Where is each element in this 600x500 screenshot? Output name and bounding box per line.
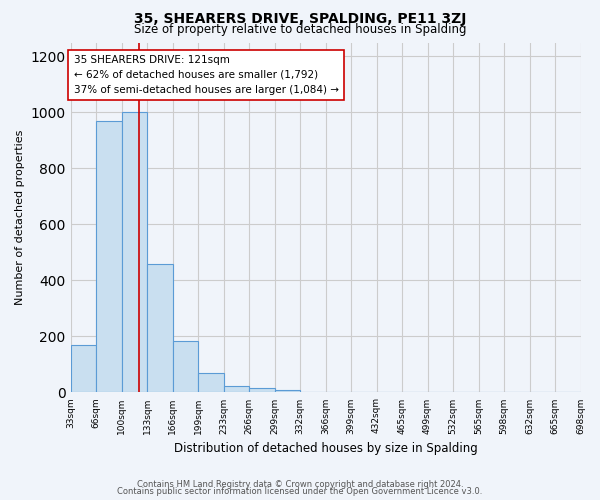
Bar <box>71 345 96 393</box>
Text: Contains public sector information licensed under the Open Government Licence v3: Contains public sector information licen… <box>118 487 482 496</box>
Text: Size of property relative to detached houses in Spalding: Size of property relative to detached ho… <box>134 22 466 36</box>
Bar <box>173 340 198 392</box>
Bar <box>147 264 173 392</box>
Bar <box>122 112 147 392</box>
Bar <box>198 373 224 392</box>
Text: 35, SHEARERS DRIVE, SPALDING, PE11 3ZJ: 35, SHEARERS DRIVE, SPALDING, PE11 3ZJ <box>134 12 466 26</box>
Bar <box>275 390 300 392</box>
Y-axis label: Number of detached properties: Number of detached properties <box>15 130 25 305</box>
Bar <box>224 386 249 392</box>
Text: Contains HM Land Registry data © Crown copyright and database right 2024.: Contains HM Land Registry data © Crown c… <box>137 480 463 489</box>
Bar <box>249 388 275 392</box>
Bar <box>96 121 122 392</box>
X-axis label: Distribution of detached houses by size in Spalding: Distribution of detached houses by size … <box>173 442 478 455</box>
Text: 35 SHEARERS DRIVE: 121sqm
← 62% of detached houses are smaller (1,792)
37% of se: 35 SHEARERS DRIVE: 121sqm ← 62% of detac… <box>74 55 338 94</box>
